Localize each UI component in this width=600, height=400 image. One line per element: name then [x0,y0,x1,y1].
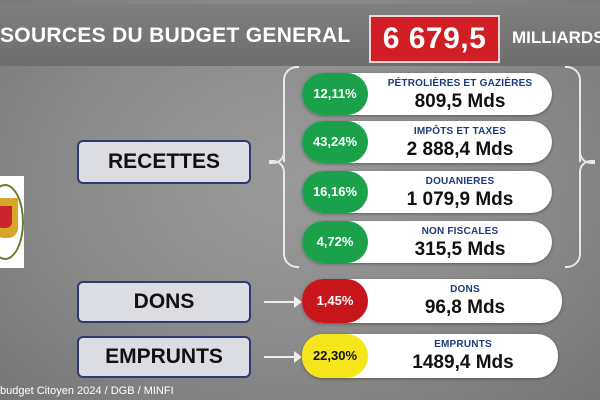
percent-badge: 43,24% [302,121,368,163]
revenue-label: DONS [450,284,480,295]
revenue-item-petrolieres: 12,11% PÉTROLIÈRES ET GAZIÈRES 809,5 Mds [302,73,552,115]
total-amount-box: 6 679,5 [369,15,500,63]
revenue-amount: 2 888,4 Mds [406,139,514,160]
revenue-item-douanieres: 16,16% DOUANIERES 1 079,9 Mds [302,171,552,213]
percent-badge: 1,45% [302,279,368,323]
revenue-amount: 1489,4 Mds [412,352,514,373]
revenue-label: IMPÔTS ET TAXES [413,126,507,137]
revenue-item-non-fiscales: 4,72% NON FISCALES 315,5 Mds [302,221,552,263]
category-recettes-label: RECETTES [107,150,220,173]
revenue-amount: 315,5 Mds [414,239,506,260]
page-title: SOURCES DU BUDGET GENERAL [0,24,351,47]
revenue-label: DOUANIERES [425,176,495,187]
percent-badge: 12,11% [302,73,368,115]
revenue-label: NON FISCALES [421,226,499,237]
revenue-item-emprunts: 22,30% EMPRUNTS 1489,4 Mds [302,334,558,378]
category-recettes: RECETTES [77,140,251,184]
revenue-amount: 1 079,9 Mds [406,189,514,210]
percent-badge: 4,72% [302,221,368,263]
revenue-label: EMPRUNTS [434,339,492,350]
footer-source: budget Citoyen 2024 / DGB / MINFI [0,385,174,397]
total-unit: MILLIARDS [512,28,600,47]
percent-badge: 16,16% [302,171,368,213]
revenue-label: PÉTROLIÈRES ET GAZIÈRES [387,78,533,89]
category-emprunts-label: EMPRUNTS [105,345,223,368]
dons-arrow [264,296,302,308]
revenue-amount: 96,8 Mds [424,297,506,318]
revenue-item-dons: 1,45% DONS 96,8 Mds [302,279,562,323]
emprunts-arrow [264,351,302,363]
revenue-item-impots: 43,24% IMPÔTS ET TAXES 2 888,4 Mds [302,121,552,163]
category-dons: DONS [77,281,251,323]
revenue-amount: 809,5 Mds [414,91,506,112]
category-emprunts: EMPRUNTS [77,336,251,378]
coat-of-arms-logo [0,176,24,268]
percent-badge: 22,30% [302,334,368,378]
header-bar: SOURCES DU BUDGET GENERAL 6 679,5 MILLIA… [0,4,600,66]
category-dons-label: DONS [133,290,195,313]
